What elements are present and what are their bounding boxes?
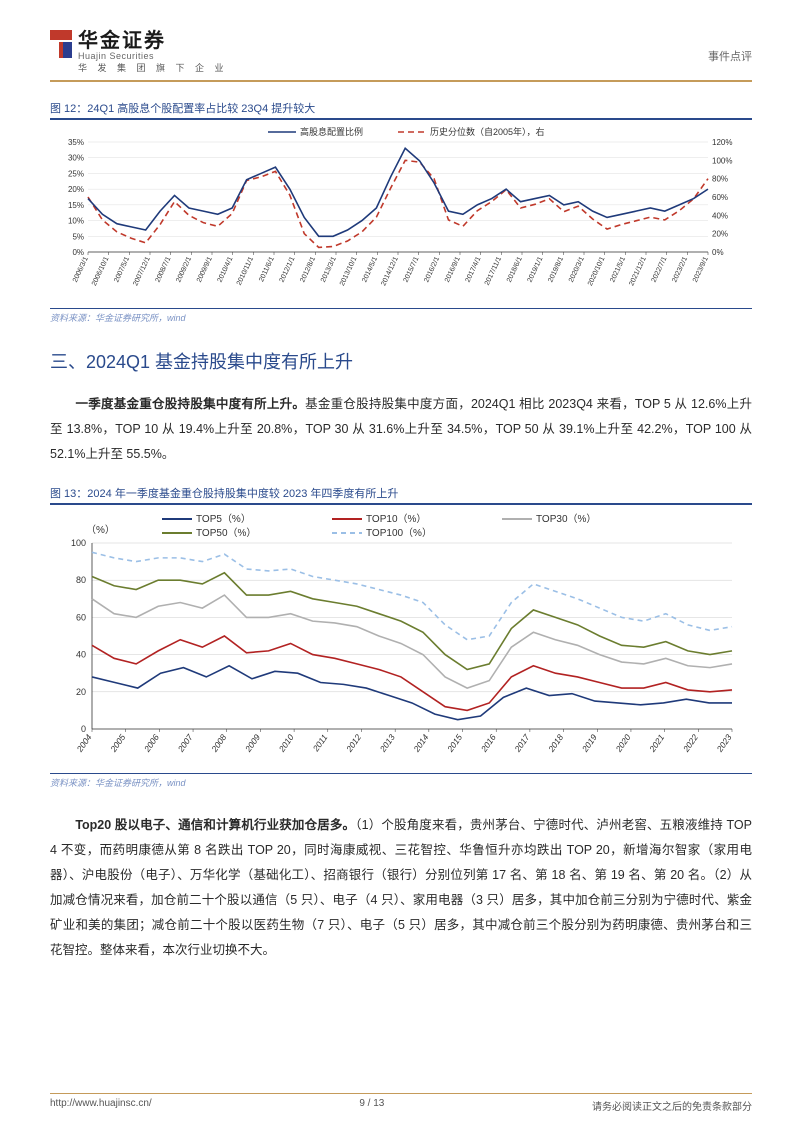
para2-lead: Top20 股以电子、通信和计算机行业获加仓居多。 — [75, 818, 355, 832]
svg-text:（%）: （%） — [86, 524, 115, 536]
svg-text:60%: 60% — [712, 193, 728, 202]
svg-text:TOP5（%）: TOP5（%） — [196, 513, 251, 525]
svg-text:TOP30（%）: TOP30（%） — [536, 513, 596, 525]
doc-type: 事件点评 — [708, 48, 752, 64]
svg-text:30%: 30% — [68, 153, 84, 162]
fig13-title: 图 13：2024 年一季度基金重仓股持股集中度较 2023 年四季度有所上升 — [50, 485, 752, 501]
svg-text:历史分位数（自2005年），右: 历史分位数（自2005年），右 — [430, 126, 545, 137]
svg-text:40: 40 — [76, 649, 86, 659]
svg-text:TOP100（%）: TOP100（%） — [366, 527, 432, 539]
fig13-svg: （%）0204060801002004200520062007200820092… — [50, 509, 750, 769]
svg-text:20%: 20% — [712, 229, 728, 238]
fig13-chart: （%）0204060801002004200520062007200820092… — [50, 503, 752, 774]
logo-block: 华金证券 Huajin Securities 华 发 集 团 旗 下 企 业 — [50, 30, 228, 74]
para2: Top20 股以电子、通信和计算机行业获加仓居多。（1）个股角度来看，贵州茅台、… — [50, 813, 752, 963]
svg-text:120%: 120% — [712, 138, 732, 147]
company-subtitle: 华 发 集 团 旗 下 企 业 — [78, 64, 228, 74]
svg-text:TOP10（%）: TOP10（%） — [366, 513, 426, 525]
svg-text:80%: 80% — [712, 174, 728, 183]
svg-text:60: 60 — [76, 612, 86, 622]
svg-text:80: 80 — [76, 575, 86, 585]
svg-text:15%: 15% — [68, 201, 84, 210]
svg-text:100%: 100% — [712, 156, 732, 165]
svg-text:100: 100 — [71, 538, 86, 548]
fig12-title: 图 12：24Q1 高股息个股配置率占比较 23Q4 提升较大 — [50, 100, 752, 116]
company-name-cn: 华金证券 — [78, 30, 228, 52]
fig12-chart: 0% 5% 10% 15% 20% 25% 30% 35% 0% 20% 40% 60% 80% 100%… — [50, 118, 752, 309]
svg-text:10%: 10% — [68, 216, 84, 225]
footer-url: http://www.huajinsc.cn/ — [50, 1098, 152, 1113]
para2-text: （1）个股角度来看，贵州茅台、宁德时代、泸州老窖、五粮液维持 TOP 4 不变，… — [50, 818, 752, 957]
svg-text:25%: 25% — [68, 169, 84, 178]
svg-text:35%: 35% — [68, 138, 84, 147]
fig13-source: 资料来源：华金证券研究所，wind — [50, 776, 752, 789]
footer-page: 9 / 13 — [152, 1098, 592, 1113]
svg-text:0%: 0% — [72, 248, 84, 257]
fig12-source: 资料来源：华金证券研究所，wind — [50, 311, 752, 324]
page-footer: http://www.huajinsc.cn/ 9 / 13 请务必阅读正文之后… — [50, 1093, 752, 1113]
svg-text:0%: 0% — [712, 248, 724, 257]
svg-text:20: 20 — [76, 687, 86, 697]
svg-text:高股息配置比例: 高股息配置比例 — [300, 126, 363, 137]
svg-text:20%: 20% — [68, 185, 84, 194]
section3-para: 一季度基金重仓股持股集中度有所上升。基金重仓股持股集中度方面，2024Q1 相比… — [50, 392, 752, 467]
page-header: 华金证券 Huajin Securities 华 发 集 团 旗 下 企 业 事… — [50, 30, 752, 82]
svg-text:TOP50（%）: TOP50（%） — [196, 527, 256, 539]
fig12-svg: 0% 5% 10% 15% 20% 25% 30% 35% 0% 20% 40% 60% 80% 100%… — [50, 124, 750, 304]
para1-lead: 一季度基金重仓股持股集中度有所上升。 — [76, 397, 306, 411]
svg-text:40%: 40% — [712, 211, 728, 220]
footer-disclaimer: 请务必阅读正文之后的免责条款部分 — [592, 1098, 752, 1113]
company-name-en: Huajin Securities — [78, 52, 228, 62]
logo-icon — [50, 30, 72, 58]
svg-text:5%: 5% — [72, 232, 84, 241]
section3-title: 三、2024Q1 基金持股集中度有所上升 — [50, 348, 752, 374]
